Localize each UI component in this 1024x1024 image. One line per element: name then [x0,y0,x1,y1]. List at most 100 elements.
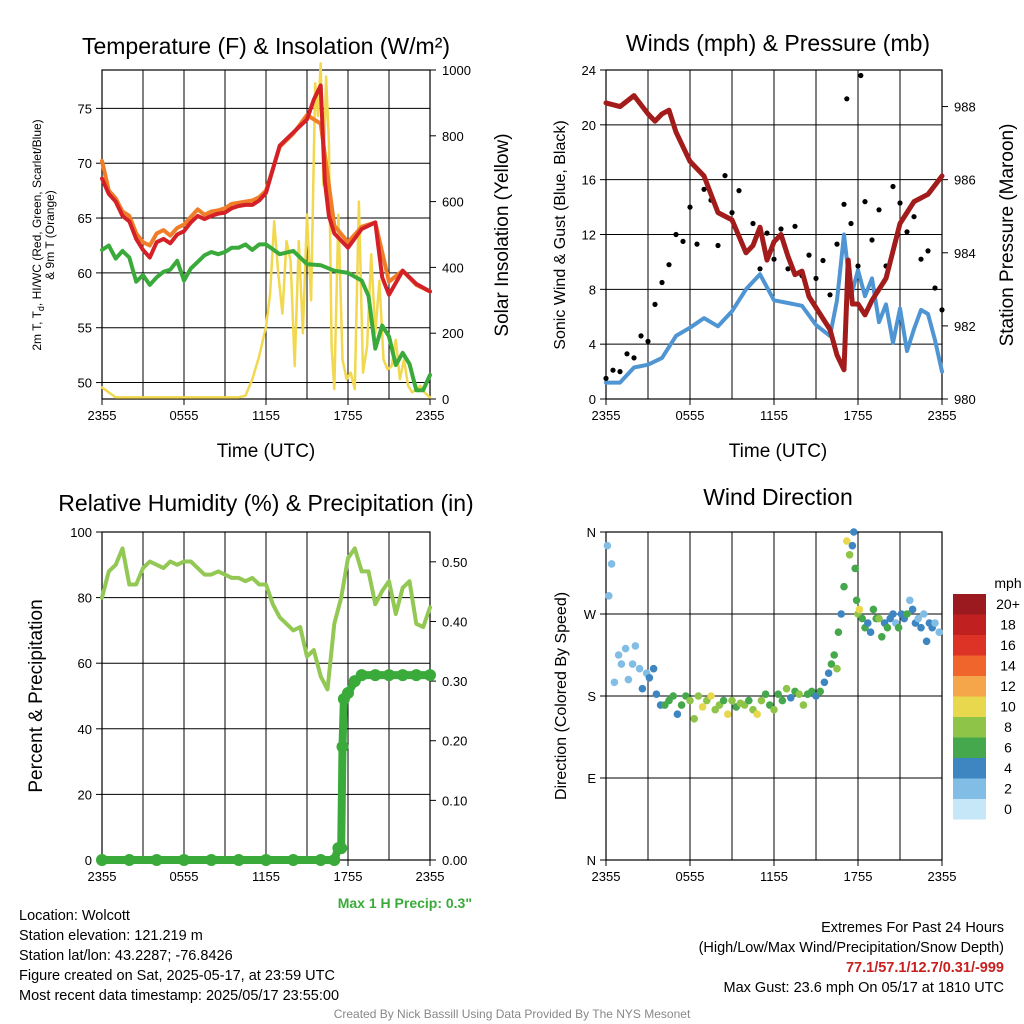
precip-point [205,854,218,866]
y2-tick-label: 0.40 [442,614,467,629]
chart-1-ylabel: 2m T, Td, HI/WC (Red, Green, Scarlet/Blu… [30,119,57,350]
direction-point [649,664,658,673]
precip-point [287,854,300,866]
direction-point [840,582,848,591]
gust-point [785,266,791,272]
direction-point [761,690,770,698]
gust-point [876,207,882,213]
colorbar-swatch [953,758,986,779]
gust-point [638,333,644,339]
gust-point [820,257,826,264]
chart-3-ylabel: Percent & Precipitation [26,599,47,792]
direction-point [827,660,836,668]
precip-annotation: Max 1 H Precip: 0.3" [338,895,472,911]
direction-point [852,596,861,605]
y2-tick-label: 982 [954,319,976,334]
direction-point [770,705,778,714]
precip-point [424,669,436,682]
colorbar-label: 16 [1000,637,1016,653]
x-tick-label: 0555 [170,408,199,423]
y-tick-label: 20 [78,787,92,802]
series-9m-t [100,113,432,294]
direction-point [652,690,661,698]
extremes-box: Extremes For Past 24 Hours (High/Low/Max… [699,918,1004,998]
x-tick-label: 0555 [676,869,705,884]
direction-point [621,644,630,653]
direction-point [638,684,647,693]
y2-tick-label: 600 [442,195,464,210]
gust-point [750,220,756,227]
ylabel-subscript: d [36,306,46,311]
direction-point [605,592,613,600]
x-tick-label: 1755 [844,408,873,423]
direction-point [728,696,736,705]
y-tick-label: 16 [582,173,596,188]
direction-point [820,678,829,687]
series-solar-insolation [100,62,432,399]
precip-point [396,669,409,682]
colorbar-swatch [953,594,986,615]
colorbar-label: 6 [1004,740,1012,756]
gust-point [848,220,854,227]
direction-point [778,696,787,705]
gust-point [827,292,833,298]
direction-point [848,541,857,550]
gust-point [844,96,850,102]
y-tick-label: 40 [78,722,92,737]
x-tick-label: 1755 [334,408,363,423]
gust-point [841,201,847,207]
colorbar-swatch [953,778,986,799]
direction-point [795,690,803,698]
colorbar-label: 2 [1004,781,1012,797]
y-tick-label: 65 [78,211,92,226]
gust-point [701,186,707,192]
gust-point [659,279,665,286]
gust-point [862,199,868,205]
y-tick-label: 70 [78,156,92,171]
direction-point [903,610,911,618]
extremes-header: Extremes For Past 24 Hours [821,920,1004,936]
x-tick-label: 2355 [416,408,445,423]
direction-point [864,619,872,627]
chart-4-ylabel: Direction (Colored By Speed) [553,592,570,800]
gust-point [778,226,784,232]
colorbar-swatch [953,717,986,738]
max-gust: Max Gust: 23.6 mph On 05/17 at 1810 UTC [723,980,1004,996]
gust-point [792,223,798,229]
direction-point [799,701,808,709]
x-tick-label: 2355 [592,869,621,884]
direction-point [614,651,623,659]
y2-tick-label: 0.50 [442,555,467,570]
direction-point [843,537,851,545]
direction-point [845,551,854,559]
direction-point [719,696,728,705]
station-location: Location: Wolcott [19,908,130,924]
series-relative-humidity [100,546,432,692]
direction-point [883,623,892,632]
station-info: Location: Wolcott Station elevation: 121… [19,906,339,1006]
direction-point [866,628,875,636]
gust-point [939,307,945,313]
direction-point [917,623,925,632]
precip-point [314,854,327,866]
y-tick-label: 0 [85,853,92,868]
direction-point [745,696,753,705]
direction-point [889,610,897,618]
direction-point [834,628,843,636]
y-tick-label: 100 [70,525,92,540]
x-tick-label: 1155 [252,869,280,884]
direction-point [894,623,903,632]
precip-point [232,854,245,866]
direction-point [906,596,914,605]
x-tick-label: 1155 [760,869,788,884]
direction-point [724,710,732,718]
gust-point [771,256,777,262]
y2-tick-label: 0.00 [442,853,467,868]
direction-point [669,692,677,700]
chart-1-y2label: Solar Insolation (Yellow) [492,133,513,336]
gust-point [652,301,658,307]
direction-point [920,610,928,618]
gust-point [617,369,623,375]
direction-point [698,703,707,711]
